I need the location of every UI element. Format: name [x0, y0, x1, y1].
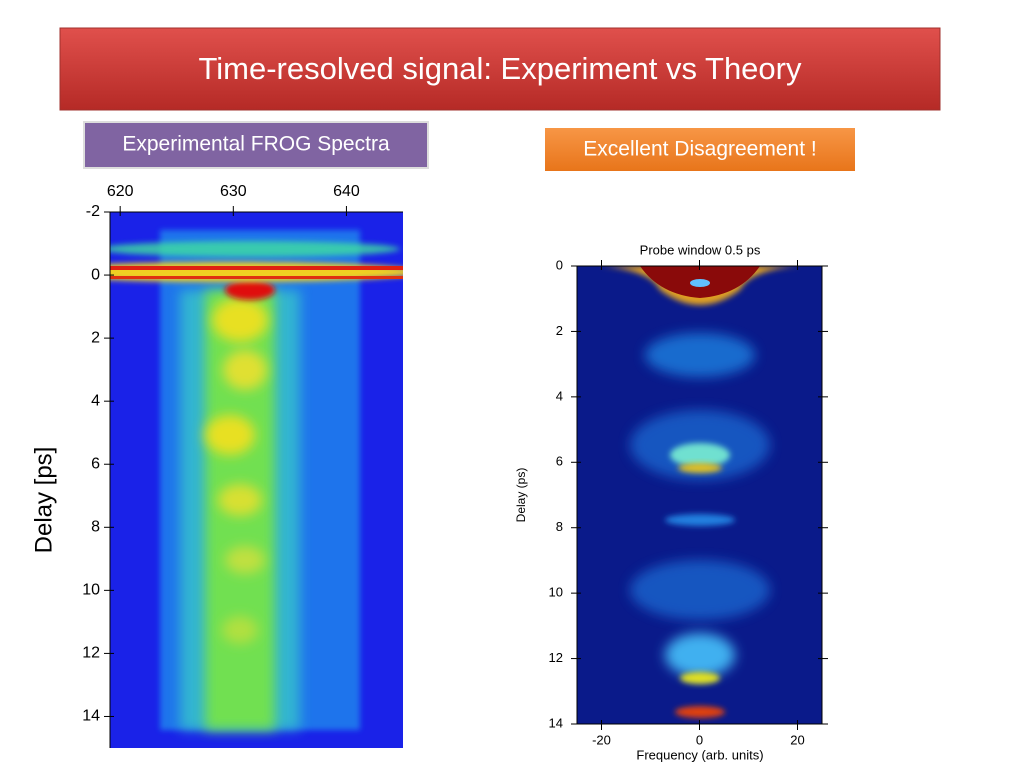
y-tick-label: 6	[556, 454, 563, 469]
y-tick-label: 2	[556, 323, 563, 338]
x-tick-label: 640	[333, 183, 360, 200]
y-tick-label: -2	[86, 203, 100, 220]
x-tick-label: -20	[592, 732, 611, 747]
y-tick-label: 2	[91, 329, 100, 346]
x-tick-label: 0	[696, 732, 703, 747]
y-tick-label: 10	[82, 582, 100, 599]
y-tick-label: 14	[549, 715, 563, 730]
left-label-box	[83, 121, 429, 169]
y-tick-label: 0	[556, 257, 563, 272]
right-label-box	[545, 128, 855, 171]
right-x-label: Frequency (arb. units)	[636, 747, 763, 762]
x-tick-label: 20	[790, 732, 804, 747]
slide-title: Time-resolved signal: Experiment vs Theo…	[198, 51, 802, 86]
experimental-heatmap	[110, 212, 403, 748]
y-tick-label: 12	[82, 645, 100, 662]
right-y-label: Delay (ps)	[514, 468, 528, 523]
y-tick-label: 4	[91, 392, 100, 409]
left-y-label: Delay [ps]	[30, 447, 57, 554]
right-label: Excellent Disagreement !	[583, 138, 816, 161]
y-tick-label: 10	[549, 585, 563, 600]
y-tick-label: 6	[91, 455, 100, 472]
title-bar	[59, 27, 941, 111]
y-tick-label: 12	[549, 650, 563, 665]
y-tick-label: 8	[556, 519, 563, 534]
right-plot-title: Probe window 0.5 ps	[640, 242, 761, 257]
y-tick-label: 8	[91, 519, 100, 536]
y-tick-label: 4	[556, 388, 563, 403]
x-tick-label: 630	[220, 183, 247, 200]
theory-heatmap	[577, 266, 822, 724]
left-label: Experimental FROG Spectra	[122, 133, 390, 156]
y-tick-label: 14	[82, 708, 100, 725]
x-tick-label: 620	[107, 183, 134, 200]
y-tick-label: 0	[91, 266, 100, 283]
